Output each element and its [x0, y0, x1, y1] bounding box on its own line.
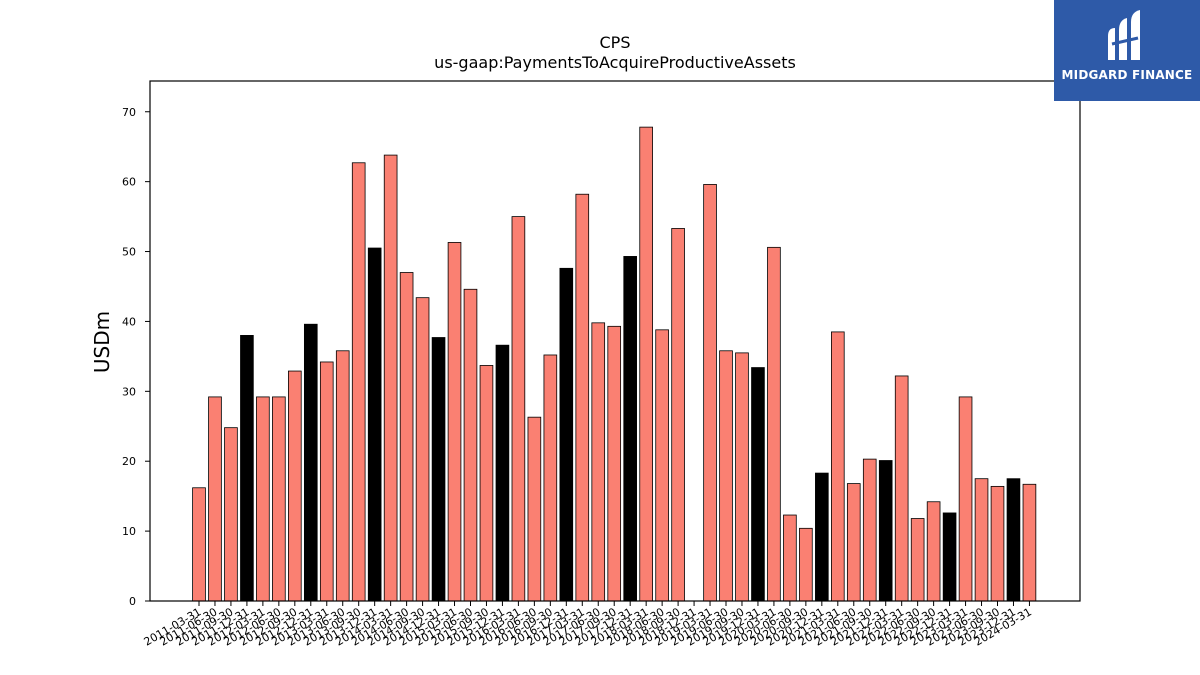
bar-2015-09-30 — [479, 365, 494, 602]
bar-2024-03-31 — [1022, 483, 1037, 602]
bar-2019-09-30 — [735, 352, 749, 602]
bar-2023-12-31 — [1006, 478, 1021, 602]
x-axis-ticks: 2011-03-312011-06-302011-09-302011-12-31… — [142, 601, 1034, 649]
bar-2012-03-31 — [256, 396, 270, 602]
y-axis-label: USDm — [90, 311, 114, 373]
bar-2016-09-30 — [543, 354, 558, 602]
bar-2021-09-30 — [862, 458, 877, 602]
bar-2015-12-31 — [495, 344, 510, 602]
bar-2021-12-31 — [878, 460, 893, 602]
y-tick-label: 10 — [122, 525, 136, 538]
bar-2022-09-30 — [926, 501, 941, 602]
bar-2014-09-30 — [415, 297, 430, 602]
bar-2022-03-31 — [894, 375, 909, 602]
bar-2013-06-30 — [335, 350, 350, 602]
bar-2017-09-30 — [607, 325, 622, 602]
bar-2020-09-30 — [799, 527, 813, 602]
bar-2016-03-31 — [511, 216, 526, 602]
bar-2019-06-30 — [719, 350, 733, 602]
bar-2021-03-31 — [831, 331, 845, 602]
bar-2020-03-31 — [767, 246, 781, 602]
y-tick-label: 20 — [122, 455, 136, 468]
bar-2011-12-31 — [240, 335, 254, 602]
bar-2013-09-30 — [351, 162, 366, 602]
bar-2023-03-31 — [958, 396, 973, 602]
y-tick-label: 50 — [122, 246, 136, 259]
bar-2011-06-30 — [208, 396, 222, 602]
y-tick-label: 60 — [122, 176, 136, 189]
bar-2012-09-30 — [288, 370, 302, 602]
midgard-logo-icon — [1108, 10, 1140, 60]
bar-2020-12-31 — [815, 472, 829, 602]
bar-2017-06-30 — [591, 322, 606, 602]
bar-2019-12-31 — [751, 367, 765, 602]
bar-2021-06-30 — [846, 483, 861, 602]
chart-subtitle: us-gaap:PaymentsToAcquireProductiveAsset… — [434, 53, 796, 72]
bar-2018-09-30 — [671, 228, 685, 602]
bar-2015-03-31 — [447, 242, 462, 602]
y-tick-label: 30 — [122, 385, 136, 398]
y-tick-label: 0 — [129, 595, 136, 608]
bar-2020-06-30 — [783, 514, 797, 602]
bar-2016-06-30 — [527, 416, 542, 602]
plot-frame — [149, 80, 1081, 602]
bar-2014-06-30 — [399, 272, 414, 602]
bar-2012-06-30 — [272, 396, 286, 602]
bar-2013-12-31 — [367, 247, 382, 602]
bar-2023-06-30 — [974, 478, 989, 602]
chart-title: CPS — [600, 33, 631, 52]
bar-2016-12-31 — [559, 267, 574, 602]
midgard-finance-logo: MIDGARD FINANCE — [1054, 0, 1200, 101]
bar-2014-12-31 — [431, 337, 446, 602]
bar-2012-12-31 — [303, 323, 318, 602]
y-tick-label: 40 — [122, 315, 136, 328]
bar-2014-03-31 — [383, 154, 398, 602]
bar-2011-09-30 — [224, 427, 238, 602]
y-axis-ticks: 0 10 20 30 40 50 60 70 — [122, 106, 150, 608]
bar-2019-03-31 — [703, 184, 717, 602]
logo-text: MIDGARD FINANCE — [1061, 68, 1193, 82]
bar-2015-06-30 — [463, 288, 478, 602]
bar-2023-09-30 — [990, 485, 1005, 602]
bar-2017-03-31 — [575, 193, 590, 602]
bar-2018-03-31 — [639, 126, 653, 602]
bar-2013-03-31 — [319, 361, 334, 602]
bar-2022-12-31 — [942, 512, 957, 602]
bar-series — [192, 126, 1037, 602]
y-tick-label: 70 — [122, 106, 136, 119]
bar-2022-06-30 — [910, 518, 925, 602]
bar-2018-06-30 — [655, 329, 669, 602]
bar-2017-12-31 — [623, 256, 637, 602]
bar-2011-03-31 — [192, 487, 206, 602]
